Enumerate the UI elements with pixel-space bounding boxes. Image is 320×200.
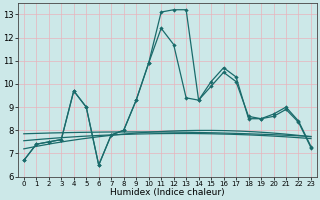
X-axis label: Humidex (Indice chaleur): Humidex (Indice chaleur) <box>110 188 225 197</box>
